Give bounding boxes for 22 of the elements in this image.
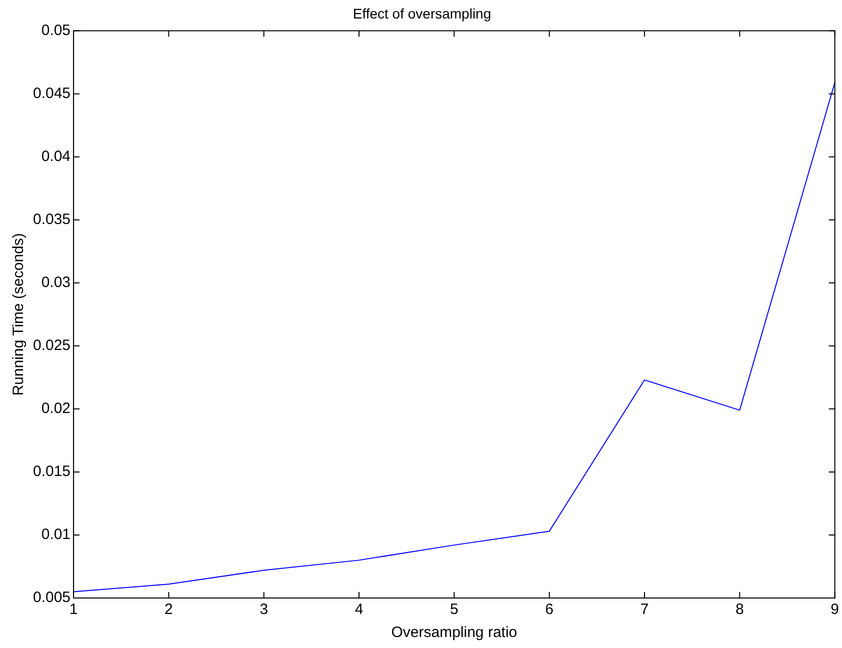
chart-title: Effect of oversampling [352,5,492,22]
y-tick-label: 0.02 [41,400,71,418]
x-tick-label: 8 [735,601,744,618]
y-tick-label: 0.045 [32,84,71,102]
y-tick-label: 0.025 [32,337,71,354]
y-tick-label: 0.015 [32,463,71,480]
x-tick-label: 5 [450,601,458,618]
x-tick-label: 4 [354,601,364,618]
y-tick-label: 0.035 [32,211,71,228]
x-tick-label: 2 [164,601,173,618]
y-axis-title: Running Time (seconds) [10,233,28,396]
y-tick-label: 0.04 [41,148,71,165]
x-axis-title: Oversampling ratio [391,624,518,642]
y-tick-label: 0.005 [32,589,71,606]
y-tick-label: 0.03 [41,274,71,292]
y-tick-label: 0.01 [41,526,71,544]
x-tick-label: 9 [830,601,839,618]
x-tick-label: 6 [545,601,554,618]
x-tick-label: 7 [640,601,649,618]
y-tick-label: 0.05 [41,22,71,39]
x-tick-label: 3 [260,601,268,618]
x-tick-label: 1 [69,601,78,618]
